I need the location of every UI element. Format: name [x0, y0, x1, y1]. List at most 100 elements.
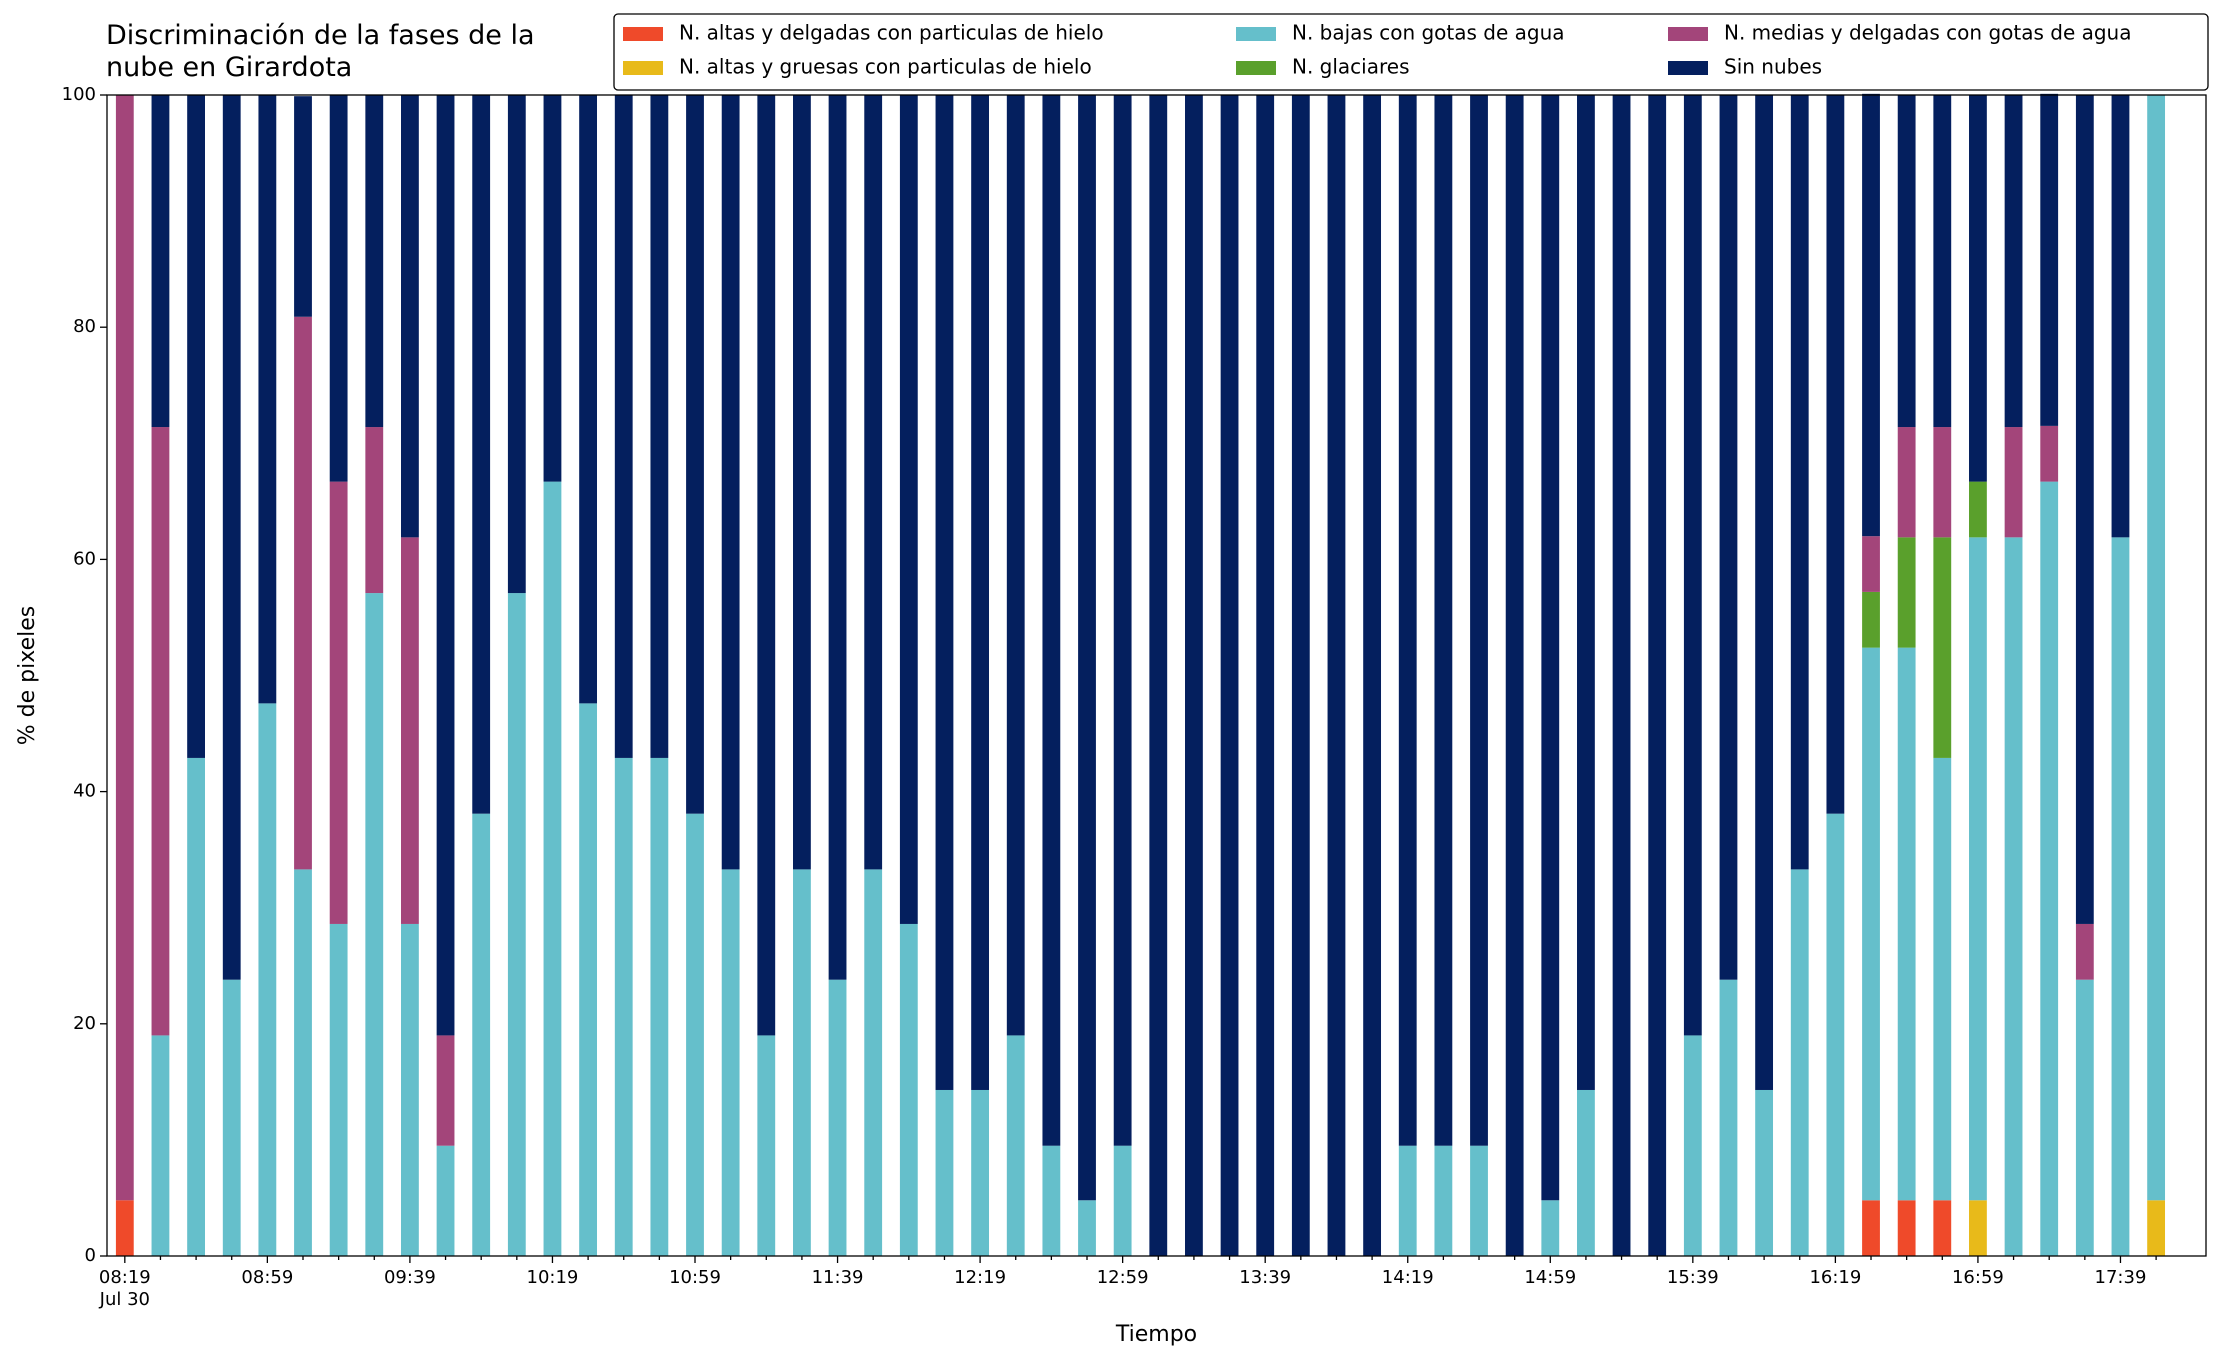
bar-segment	[365, 427, 384, 594]
bar-segment	[1398, 95, 1417, 1146]
bar-segment	[686, 813, 704, 1256]
x-tick-label: 10:19	[527, 1267, 579, 1288]
bar-segment	[507, 95, 526, 594]
x-tick-label: 13:39	[1239, 1267, 1291, 1288]
bar-segment	[935, 95, 954, 1090]
x-tick-label: 08:59	[241, 1267, 293, 1288]
bar-segment	[151, 427, 170, 1036]
legend-label: N. medias y delgadas con gotas de agua	[1724, 21, 2132, 45]
bar-segment	[2040, 481, 2059, 1256]
bar-segment	[294, 96, 312, 317]
bar-segment	[1042, 95, 1061, 1146]
bar-segment	[1185, 95, 1203, 1256]
bar-segment	[2111, 537, 2130, 1256]
bar-segment	[1969, 481, 1987, 538]
bar-segment	[1969, 95, 1987, 482]
bar-segment	[401, 537, 419, 924]
y-tick-label: 40	[73, 781, 96, 802]
bar-segment	[757, 95, 776, 1036]
bar-segment	[1363, 95, 1382, 1256]
bar-segment	[436, 95, 455, 1036]
bar-segment	[1113, 95, 1132, 1146]
bar-segment	[472, 95, 491, 814]
legend-swatch	[1236, 27, 1276, 41]
bar-segment	[1042, 1145, 1061, 1256]
bar-segment	[187, 95, 206, 758]
x-tick-label: 11:39	[812, 1267, 864, 1288]
bar-segment	[2111, 95, 2130, 538]
bar-segment	[1078, 1200, 1096, 1256]
y-tick-label: 60	[73, 548, 96, 569]
y-tick-label: 20	[73, 1013, 96, 1034]
bar-segment	[1683, 95, 1702, 1036]
bar-segment	[2040, 425, 2059, 482]
bar-segment	[1933, 95, 1952, 428]
bar-segment	[1541, 95, 1560, 1201]
bar-segment	[115, 1200, 134, 1256]
bar-segment	[1897, 537, 1916, 648]
plot-frame	[106, 94, 2207, 1257]
bar-segment	[935, 1089, 954, 1256]
bar-segment	[1933, 757, 1952, 1201]
bar-segment	[1755, 95, 1774, 1090]
bar-segment	[1862, 536, 1880, 592]
bar-segment	[1078, 95, 1096, 1201]
bar-segment	[2040, 93, 2059, 426]
bar-segment	[222, 95, 241, 980]
bar-segment	[1755, 1089, 1774, 1256]
bar-segment	[1897, 427, 1916, 538]
bar-segment	[1434, 1145, 1453, 1256]
bar-segment	[258, 703, 277, 1256]
bar-segment	[1006, 95, 1025, 1036]
x-tick-label: 16:19	[1809, 1267, 1861, 1288]
bar-segment	[1862, 591, 1880, 648]
bar-segment	[1541, 1200, 1560, 1256]
x-tick-label: 14:59	[1524, 1267, 1576, 1288]
bar-segment	[793, 95, 811, 870]
bar-segment	[365, 593, 384, 1256]
legend-swatch	[623, 61, 663, 75]
legend-label: N. glaciares	[1292, 55, 1410, 79]
bar-segment	[899, 923, 918, 1256]
bar-segment	[1470, 95, 1488, 1146]
bar-segment	[1398, 1145, 1417, 1256]
bar-segment	[757, 1035, 776, 1256]
legend-label: Sin nubes	[1724, 55, 1822, 79]
bar-segment	[222, 979, 241, 1256]
x-tick-label: 09:39	[384, 1267, 436, 1288]
bar-segment	[1933, 427, 1952, 538]
bar-segment	[2147, 95, 2166, 1201]
legend-box	[613, 13, 2209, 91]
bar-segment	[1505, 95, 1524, 1256]
bar-segment	[828, 979, 847, 1256]
bar-segment	[294, 316, 312, 870]
bar-segment	[1006, 1035, 1025, 1256]
bar-segment	[436, 1035, 455, 1146]
bar-segment	[650, 95, 669, 758]
legend-swatch	[1668, 61, 1708, 75]
y-tick-label: 100	[62, 84, 96, 105]
bar-segment	[1220, 95, 1239, 1256]
bar-segment	[899, 95, 918, 924]
bar-segment	[507, 593, 526, 1256]
bar-segment	[1470, 1145, 1488, 1256]
bar-segment	[329, 95, 348, 482]
chart-title: Discriminación de la fases de la nube en…	[106, 20, 535, 83]
bar-segment	[472, 813, 491, 1256]
x-tick-label: 12:59	[1097, 1267, 1149, 1288]
bar-segment	[115, 95, 134, 1201]
bar-segment	[151, 1035, 170, 1256]
bar-segment	[1577, 95, 1595, 1090]
bar-segment	[1897, 647, 1916, 1201]
bar-segment	[1862, 647, 1880, 1201]
bar-segment	[1577, 1089, 1595, 1256]
bar-segment	[1434, 95, 1453, 1146]
bar-segment	[543, 481, 562, 1256]
y-tick-label: 0	[85, 1245, 96, 1266]
bar-segment	[864, 869, 883, 1256]
bar-segment	[721, 869, 740, 1256]
bar-segment	[686, 95, 704, 814]
bar-segment	[1612, 95, 1631, 1256]
